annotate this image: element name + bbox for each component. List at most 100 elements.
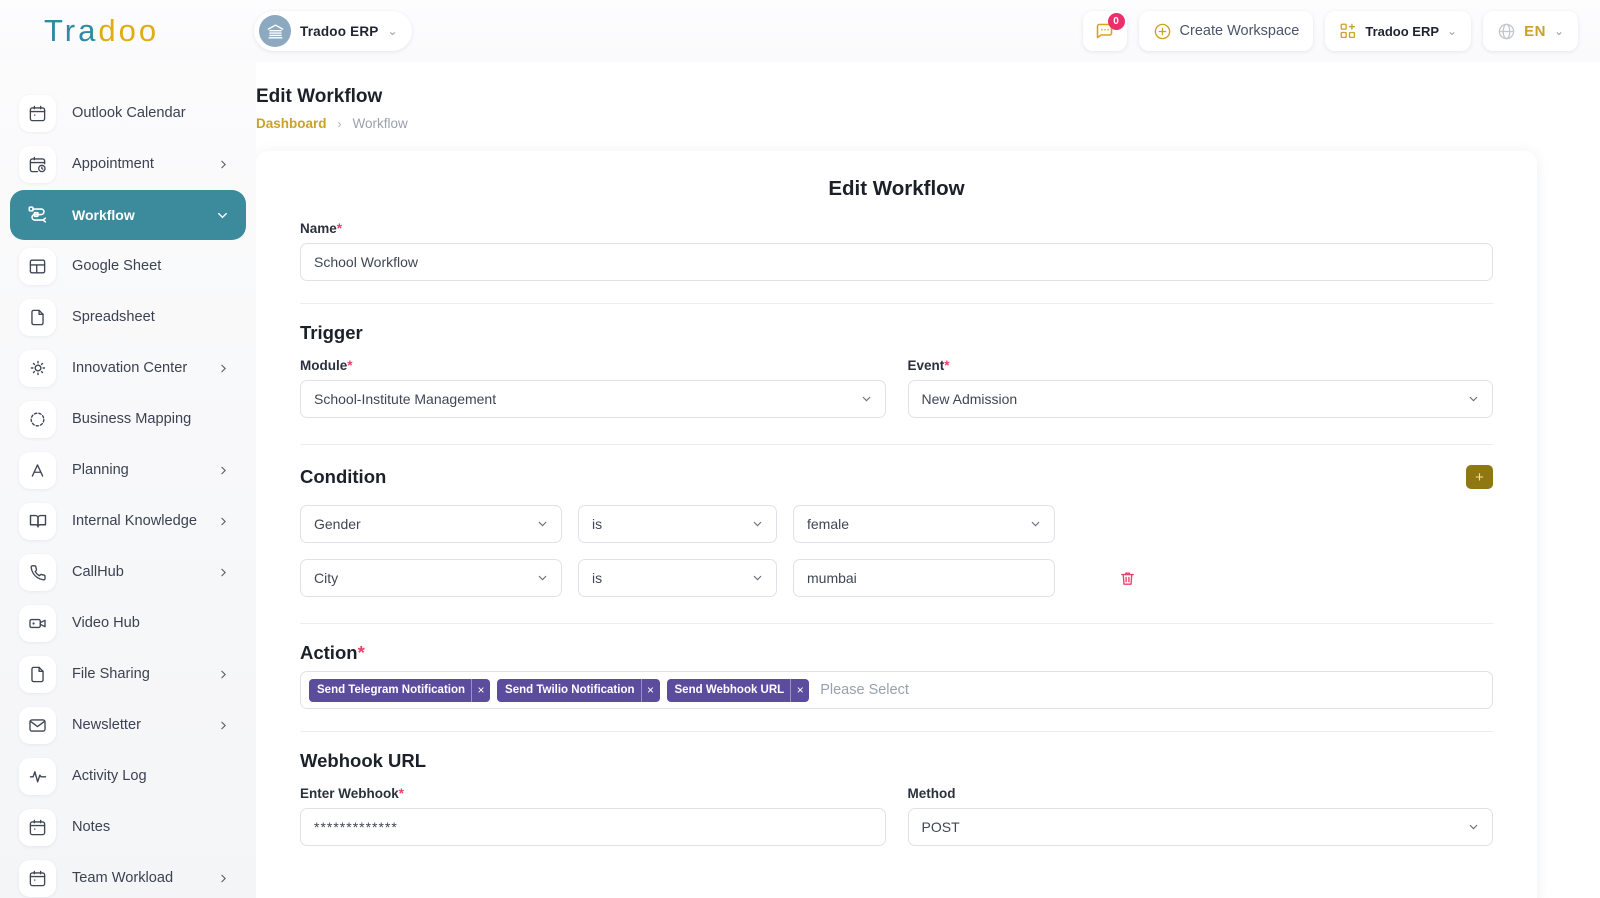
condition-operator-select-value: is [578, 505, 777, 543]
video-camera-icon [19, 604, 56, 642]
sidebar-item-label: CallHub [72, 564, 124, 580]
name-input[interactable]: School Workflow [300, 243, 1493, 281]
condition-value-select[interactable]: female [793, 505, 1055, 543]
sidebar-item-label: File Sharing [72, 666, 150, 682]
sidebar-item-newsletter[interactable]: Newsletter [10, 700, 246, 750]
required-asterisk: * [336, 221, 343, 236]
sidebar-item-activity-log[interactable]: Activity Log [10, 751, 246, 801]
sidebar-item-business-mapping[interactable]: Business Mapping [10, 394, 246, 444]
language-label: EN [1524, 22, 1546, 40]
app-logo[interactable]: Tradoo [0, 13, 230, 49]
event-select-value: New Admission [907, 380, 1493, 418]
action-tag[interactable]: Send Telegram Notification × [309, 678, 491, 702]
action-placeholder: Please Select [820, 682, 909, 698]
chevron-right-icon [217, 566, 230, 579]
add-condition-button[interactable]: + [1466, 465, 1493, 489]
calendar-icon [19, 808, 56, 846]
module-label-text: Module [300, 358, 348, 373]
chevron-right-icon [217, 668, 230, 681]
condition-operator-select[interactable]: is [578, 559, 777, 597]
create-workspace-button[interactable]: Create Workspace [1138, 11, 1314, 51]
action-tag[interactable]: Send Webhook URL × [666, 678, 810, 702]
event-label: Event* [908, 358, 1494, 373]
sidebar-item-label: Internal Knowledge [72, 513, 197, 529]
breadcrumb-dashboard-link[interactable]: Dashboard [256, 116, 327, 131]
sidebar-item-innovation-center[interactable]: Innovation Center [10, 343, 246, 393]
condition-section: Condition + Gender is female City is mumbai [300, 465, 1493, 597]
delete-condition-button[interactable] [1119, 570, 1136, 587]
sidebar-item-planning[interactable]: Planning [10, 445, 246, 495]
method-field-group: Method POST [907, 786, 1493, 846]
condition-operator-select[interactable]: is [578, 505, 777, 543]
sidebar-item-spreadsheet[interactable]: Spreadsheet [10, 292, 246, 342]
logo-part-2: doo [98, 13, 160, 48]
calendar-icon [19, 859, 56, 897]
action-tag-label: Send Webhook URL [674, 684, 785, 696]
module-label: Module* [300, 358, 886, 373]
top-header-bar: Tradoo Tradoo ERP ⌄ 0 [0, 0, 1600, 62]
workspace-selector[interactable]: Tradoo ERP ⌄ [254, 11, 412, 51]
plus-circle-icon [1153, 22, 1172, 41]
close-icon[interactable]: × [640, 678, 660, 702]
sidebar-item-callhub[interactable]: CallHub [10, 547, 246, 597]
condition-field-select[interactable]: Gender [300, 505, 562, 543]
notification-count-badge: 0 [1107, 13, 1125, 30]
close-icon[interactable]: × [471, 678, 490, 702]
lightbulb-icon [19, 349, 56, 387]
event-select[interactable]: New Admission [907, 380, 1493, 418]
sidebar-item-label: Video Hub [72, 615, 140, 631]
sidebar-item-label: Spreadsheet [72, 309, 155, 325]
calendar-clock-icon [19, 145, 56, 183]
action-tag-label: Send Telegram Notification [317, 684, 466, 696]
sidebar-item-label: Outlook Calendar [72, 105, 186, 121]
grid-plus-icon [1339, 22, 1357, 40]
webhook-section: Webhook URL Enter Webhook* *************… [300, 750, 1493, 846]
sidebar-item-team-workload[interactable]: Team Workload [10, 853, 246, 898]
module-select[interactable]: School-Institute Management [300, 380, 886, 418]
envelope-icon [19, 706, 56, 744]
condition-value-select-value: female [793, 505, 1055, 543]
chevron-right-icon [217, 515, 230, 528]
close-icon[interactable]: × [790, 678, 809, 702]
name-label: Name* [300, 221, 1493, 236]
edit-workflow-card: Edit Workflow Name* School Workflow Trig… [256, 151, 1537, 898]
book-icon [19, 502, 56, 540]
condition-field-select[interactable]: City [300, 559, 562, 597]
sidebar-item-appointment[interactable]: Appointment [10, 139, 246, 189]
sidebar-item-label: Appointment [72, 156, 154, 172]
globe-icon [1497, 22, 1516, 41]
action-tag[interactable]: Send Twilio Notification × [497, 678, 660, 702]
sidebar-item-file-sharing[interactable]: File Sharing [10, 649, 246, 699]
action-label-text: Action [300, 642, 358, 663]
phone-icon [19, 553, 56, 591]
language-selector[interactable]: EN ⌄ [1483, 11, 1578, 51]
divider [300, 444, 1493, 445]
sidebar-item-notes[interactable]: Notes [10, 802, 246, 852]
module-field-group: Module* School-Institute Management [300, 358, 886, 418]
erp-switcher-button[interactable]: Tradoo ERP ⌄ [1325, 11, 1472, 51]
workflow-icon [19, 197, 56, 234]
webhook-url-input[interactable]: ************* [300, 808, 886, 846]
sidebar-item-workflow[interactable]: Workflow [10, 190, 246, 240]
sidebar-item-label: Planning [72, 462, 129, 478]
notifications-button[interactable]: 0 [1082, 11, 1127, 51]
chevron-right-icon [217, 872, 230, 885]
sidebar-navigation: Outlook Calendar Appointment Workflow Googl… [0, 62, 256, 898]
action-multiselect[interactable]: Send Telegram Notification × Send Twilio N… [300, 671, 1493, 709]
condition-row: Gender is female [300, 505, 1493, 543]
sidebar-item-video-hub[interactable]: Video Hub [10, 598, 246, 648]
method-select[interactable]: POST [907, 808, 1493, 846]
sidebar-item-internal-knowledge[interactable]: Internal Knowledge [10, 496, 246, 546]
document-icon [19, 298, 56, 336]
sidebar-item-google-sheet[interactable]: Google Sheet [10, 241, 246, 291]
chevron-right-icon [217, 158, 230, 171]
table-icon [19, 247, 56, 285]
condition-value-input[interactable]: mumbai [793, 559, 1055, 597]
condition-row: City is mumbai [300, 559, 1493, 597]
sidebar-item-label: Notes [72, 819, 111, 835]
sidebar-item-outlook-calendar[interactable]: Outlook Calendar [10, 88, 246, 138]
trigger-fields-row: Module* School-Institute Management Even… [300, 358, 1493, 418]
chevron-right-icon [217, 719, 230, 732]
trigger-section-title: Trigger [300, 322, 363, 343]
condition-rows: Gender is female City is mumbai [300, 505, 1493, 597]
